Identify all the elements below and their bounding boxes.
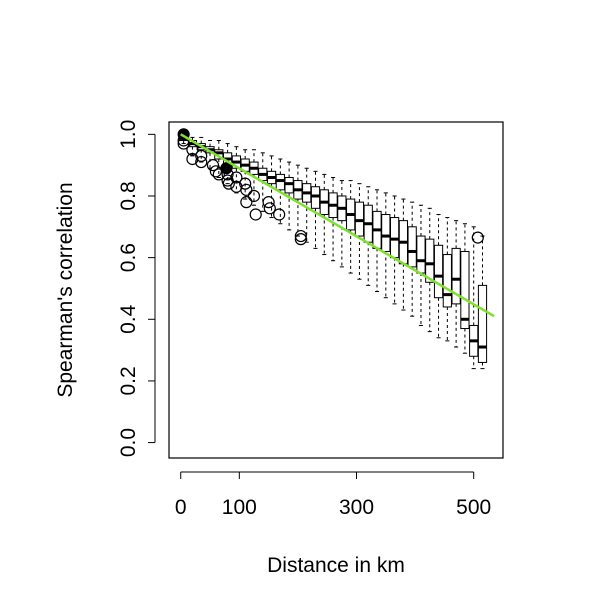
box-12 <box>284 161 294 231</box>
box-16 <box>319 173 329 256</box>
outlier-point <box>294 229 307 243</box>
x-tick-label: 0 <box>175 496 187 519</box>
x-axis-title: Distance in km <box>267 554 405 577</box>
outlier-point <box>186 143 199 156</box>
box-body <box>381 213 391 252</box>
box-28 <box>425 207 435 333</box>
box-15 <box>310 170 321 249</box>
box-body <box>416 235 426 274</box>
y-tick-label: 0.0 <box>117 428 140 457</box>
outlier-point <box>273 208 286 221</box>
box-body <box>477 284 488 363</box>
box-29 <box>433 213 444 339</box>
box-13 <box>293 164 303 237</box>
box-22 <box>372 189 382 293</box>
box-21 <box>363 186 373 286</box>
trend-line <box>180 133 495 318</box>
box-body <box>354 201 365 237</box>
outlier-point <box>195 155 208 169</box>
box-24 <box>389 195 400 305</box>
x-axis: 0 100 300 500 <box>175 471 491 519</box>
box-11 <box>275 158 285 225</box>
box-17 <box>328 176 338 262</box>
outlier-point <box>240 196 253 209</box>
outlier-point <box>262 196 275 209</box>
y-tick-label: 0.4 <box>117 304 140 334</box>
box-body <box>460 250 470 330</box>
box-body <box>425 238 435 283</box>
x-tick-label: 100 <box>222 496 257 519</box>
y-tick-label: 1.0 <box>117 120 140 149</box>
box-20 <box>354 183 365 280</box>
trend-layer <box>180 133 495 318</box>
plot-frame <box>168 121 504 459</box>
outlier-point <box>230 171 243 184</box>
box-26 <box>407 201 417 317</box>
outliers-layer <box>177 128 484 246</box>
outlier-point <box>294 233 307 246</box>
outlier-point <box>239 177 252 190</box>
outlier-point <box>221 168 234 181</box>
outlier-point <box>206 159 220 172</box>
outlier-point <box>209 165 222 178</box>
y-axis: 0.0 0.2 0.4 0.6 0.8 1.0 <box>117 120 156 457</box>
box-30 <box>442 217 452 342</box>
box-4 <box>214 139 224 178</box>
x-tick-label: 300 <box>339 496 374 519</box>
box-body <box>433 244 444 299</box>
box-18 <box>337 180 347 268</box>
box-10 <box>266 155 277 219</box>
box-23 <box>381 192 391 299</box>
box-32 <box>460 223 470 354</box>
x-tick-label: 500 <box>456 496 491 519</box>
y-tick-label: 0.2 <box>117 366 140 395</box>
outlier-point <box>263 202 276 215</box>
box-31 <box>451 220 461 348</box>
outlier-point <box>471 231 484 244</box>
box-33 <box>469 226 479 370</box>
boxes-layer <box>179 133 488 370</box>
box-body <box>389 217 400 259</box>
box-34 <box>477 235 488 370</box>
y-tick-label: 0.8 <box>117 181 140 210</box>
box-body <box>442 254 452 308</box>
box-27 <box>416 204 426 326</box>
outlier-point <box>195 149 208 163</box>
box-body <box>284 176 294 194</box>
outlier-point <box>222 177 235 190</box>
y-tick-label: 0.6 <box>117 243 140 272</box>
box-8 <box>249 149 259 206</box>
outlier-point <box>212 168 225 181</box>
outlier-point <box>249 208 262 221</box>
box-25 <box>398 198 408 311</box>
outlier-point <box>240 183 253 196</box>
outlier-point <box>186 152 199 166</box>
box-body <box>310 186 321 209</box>
y-axis-title: Spearman's correlation <box>54 182 77 397</box>
outlier-point <box>177 137 190 150</box>
box-7 <box>240 149 250 200</box>
box-9 <box>258 152 268 212</box>
box-6 <box>231 146 241 194</box>
outlier-point <box>247 189 261 203</box>
box-body <box>275 173 285 191</box>
box-body <box>407 226 417 268</box>
box-19 <box>346 180 356 274</box>
box-body <box>451 247 461 305</box>
